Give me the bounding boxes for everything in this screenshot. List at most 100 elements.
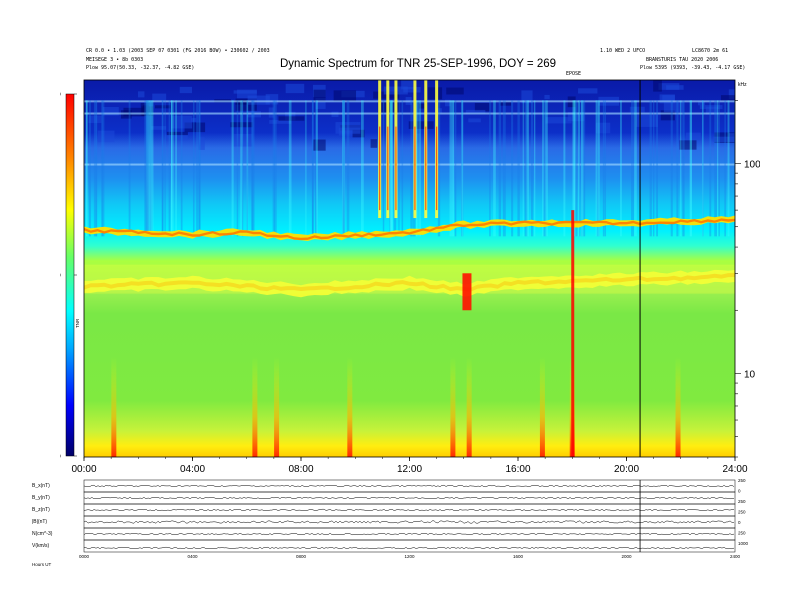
spectrum-texture <box>152 93 167 101</box>
burst-mark <box>252 356 258 457</box>
spectrum-streak <box>311 100 314 237</box>
spectrum-streak <box>171 100 173 237</box>
colorbar-tick-label: -140.00 <box>60 273 61 279</box>
spectrum-streak <box>575 100 577 237</box>
spectrum-texture <box>660 110 675 121</box>
spectrum-line <box>84 112 735 115</box>
spectrum-texture <box>179 86 192 94</box>
burst-mark <box>274 356 280 457</box>
spectrum-texture <box>401 80 417 90</box>
spectrum-texture <box>666 85 684 90</box>
spectrum-streak <box>128 100 131 237</box>
spectrum-streak <box>246 100 249 237</box>
panel-trace <box>83 496 735 500</box>
panel-right-label: 250 <box>738 499 746 504</box>
spectrum-streak <box>272 100 275 237</box>
spectrum-texture <box>418 103 425 109</box>
x-tick-label: 20:00 <box>614 464 639 472</box>
panel-footer-label: Hours UT <box>32 562 52 567</box>
spectrum-streak <box>573 100 577 237</box>
spectrum-streak <box>649 100 652 237</box>
spectrum-texture <box>285 111 296 121</box>
spectrum-texture <box>413 133 421 143</box>
spectrum-texture <box>141 106 154 117</box>
spectrum-streak <box>148 100 152 237</box>
spectrum-streak <box>342 100 345 237</box>
spectrum-streak <box>517 100 520 237</box>
chart-title: Dynamic Spectrum for TNR 25-SEP-1996, DO… <box>280 58 557 70</box>
spectrum-streak <box>231 100 234 237</box>
spectrum-streak <box>452 100 455 237</box>
spectrum-texture <box>123 107 145 117</box>
spectrum-streak <box>718 100 720 237</box>
spectrum-streak <box>670 100 673 237</box>
spectrum-texture <box>237 89 257 99</box>
spectrum-streak <box>502 100 506 237</box>
spectrum-streak <box>489 100 491 237</box>
type3-burst-core <box>425 126 427 211</box>
header-info-line-2: MEISEGE 3 • 8b 0303 <box>86 57 144 63</box>
panel-x-tick-label: 1200 <box>404 554 415 559</box>
panel-trace <box>83 484 735 488</box>
panel-right-label: 1000 <box>738 541 749 546</box>
panel-row <box>83 515 736 529</box>
panel-x-tick-label: 0000 <box>79 554 90 559</box>
panel-x-tick-label: 1600 <box>513 554 524 559</box>
header-info-line-1: CR 0.0 • 1.03 (2003 SEP 07 0301 (FG 2016… <box>86 48 270 54</box>
colorbar <box>65 93 75 457</box>
spectrum-streak <box>683 100 685 237</box>
burst-mark <box>466 356 472 457</box>
panel-row-label: V(km/s) <box>32 543 50 549</box>
x-tick-label: 24:00 <box>722 464 747 472</box>
spectrum-streak <box>572 100 576 237</box>
spectrum-streak <box>162 100 164 237</box>
spectrum-streak <box>620 100 622 237</box>
spectrum-streak <box>415 100 418 237</box>
spectrum-streak <box>241 100 244 237</box>
spectrum-streak <box>530 100 534 237</box>
spectrum-streak <box>305 100 307 237</box>
spectrum-texture <box>151 126 167 130</box>
spectrum-streak <box>342 100 345 237</box>
spectrum-texture <box>720 95 735 101</box>
intense-burst <box>462 273 472 311</box>
panel-row-label: B_y(nT) <box>32 495 50 501</box>
spectrum-streak <box>680 100 682 237</box>
spectrum-streak <box>437 100 441 237</box>
spectrum-texture <box>699 105 723 109</box>
spectrum-streak <box>676 100 679 237</box>
burst-mark <box>347 356 353 457</box>
colorbar-tick-label: -155.00 <box>60 454 61 460</box>
colorbar-label: TNR <box>75 318 80 328</box>
spectrum-streak <box>288 100 292 237</box>
header-info-line-3: Plow 95.07(50.33, -32.37, -4.82 GSE) <box>86 65 195 71</box>
spectrum-streak <box>147 100 151 237</box>
spectrum-texture <box>184 122 206 133</box>
burst-mark <box>539 356 545 457</box>
colorbar-tick-label: -125.00 <box>60 92 61 98</box>
spectrum-streak <box>314 100 318 237</box>
panel-row-label: |B|(nT) <box>32 519 47 525</box>
spectrum-streak <box>95 100 98 237</box>
spectrum-streak <box>577 100 580 237</box>
spectrum-texture <box>285 83 305 94</box>
panel-x-tick-label: 0800 <box>296 554 307 559</box>
spectrum-streak <box>199 100 201 237</box>
panel-x-tick-label: 2000 <box>621 554 632 559</box>
spectrum-streak <box>581 100 583 237</box>
spectrum-texture <box>278 116 305 121</box>
panel-row <box>83 479 736 493</box>
panel-row <box>83 539 736 553</box>
dynamic-spectrum-chart: 00:00 04:00 08:00 12:00 16:00 20:00 24:00 10 100… <box>60 79 760 472</box>
spectrum-streak <box>180 100 183 237</box>
spectrum-streak <box>461 100 464 237</box>
spectrum-streak <box>656 100 658 237</box>
spectrum-texture <box>728 89 735 100</box>
panel-row-label: B_x(nT) <box>32 483 50 489</box>
spectrum-streak <box>168 100 171 237</box>
spectrum-texture <box>653 80 662 92</box>
spectrum-texture <box>697 101 705 106</box>
spectrum-streak <box>346 100 350 237</box>
type3-burst-core <box>387 126 389 211</box>
spectrum-streak <box>192 100 195 237</box>
